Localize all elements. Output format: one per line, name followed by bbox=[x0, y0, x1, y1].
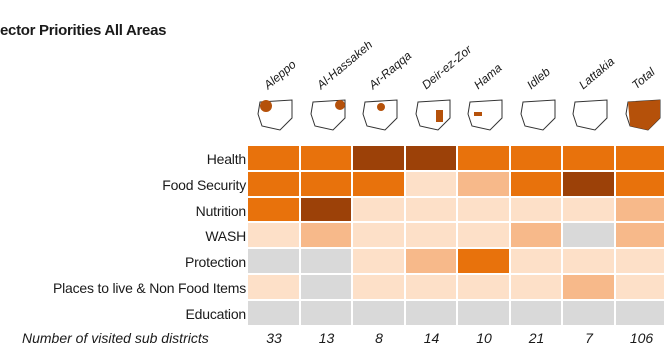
map-icon-deir-ez-zor bbox=[412, 96, 452, 132]
heatmap-cell bbox=[510, 275, 563, 301]
map-icon-ar-raqqa bbox=[359, 96, 399, 132]
heatmap-cell bbox=[615, 197, 664, 224]
heatmap-cell bbox=[510, 197, 563, 224]
heatmap-cell bbox=[300, 300, 353, 327]
row-label-protection: Protection bbox=[184, 254, 246, 271]
heatmap-cell bbox=[353, 249, 406, 275]
heatmap-cell bbox=[563, 223, 616, 250]
count-value: 106 bbox=[629, 330, 654, 346]
heatmap-cell bbox=[615, 223, 664, 250]
heatmap-cell bbox=[458, 197, 511, 224]
heatmap-cell bbox=[510, 146, 563, 172]
column-header-lattakia: Lattakia bbox=[576, 54, 618, 92]
heatmap-cell bbox=[353, 300, 406, 327]
heatmap-cell bbox=[458, 249, 511, 275]
heatmap-cell bbox=[563, 146, 616, 172]
heatmap-cell bbox=[405, 223, 458, 250]
row-label-wash: WASH bbox=[205, 228, 246, 245]
heatmap-cell bbox=[615, 171, 664, 198]
heatmap-cell bbox=[458, 223, 511, 250]
heatmap-cell bbox=[248, 300, 301, 327]
heatmap-cell bbox=[510, 171, 563, 198]
chart-title: ector Priorities All Areas bbox=[0, 22, 167, 39]
column-header-ar-raqqa: Ar-Raqqa bbox=[366, 48, 415, 92]
heatmap-cell bbox=[510, 249, 563, 275]
heatmap-cell bbox=[248, 146, 301, 172]
count-value: 21 bbox=[528, 330, 545, 346]
column-header-al-hassakeh: Al-Hassakeh bbox=[313, 37, 375, 92]
count-value: 33 bbox=[266, 330, 282, 346]
heatmap-cell bbox=[405, 249, 458, 275]
row-label-places-to-live-non-food-items: Places to live & Non Food Items bbox=[53, 280, 246, 296]
heatmap-cell bbox=[300, 249, 353, 275]
heatmap-cell bbox=[563, 197, 616, 224]
heatmap-cell bbox=[300, 146, 353, 172]
counts-label: Number of visited sub districts bbox=[22, 330, 209, 346]
column-header-deir-ez-zor: Deir-ez-Zor bbox=[418, 42, 474, 92]
heatmap-cell bbox=[458, 171, 511, 198]
map-icon-aleppo bbox=[254, 96, 294, 132]
heatmap-cell bbox=[353, 275, 406, 301]
heatmap-cell bbox=[615, 300, 664, 327]
row-label-health: Health bbox=[206, 151, 246, 167]
row-label-food-security: Food Security bbox=[162, 176, 246, 193]
heatmap-cell bbox=[300, 171, 353, 198]
map-icon-idleb bbox=[517, 96, 557, 132]
heatmap-cell bbox=[458, 300, 511, 327]
heatmap-cell bbox=[353, 146, 406, 172]
heatmap-cell bbox=[563, 275, 616, 301]
heatmap-cell bbox=[458, 275, 511, 301]
heatmap-cell bbox=[615, 275, 664, 301]
count-value: 8 bbox=[375, 330, 383, 346]
count-value: 14 bbox=[423, 330, 440, 346]
row-label-education: Education bbox=[185, 305, 247, 322]
heatmap-cell bbox=[563, 300, 616, 327]
count-value: 7 bbox=[585, 330, 593, 346]
heatmap-cell bbox=[563, 249, 616, 275]
heatmap-cell bbox=[510, 300, 563, 327]
count-value: 13 bbox=[318, 330, 335, 346]
heatmap-cell bbox=[563, 171, 616, 198]
map-icon-al-hassakeh bbox=[307, 96, 347, 132]
column-header-idleb: Idleb bbox=[523, 64, 553, 92]
heatmap-cell bbox=[405, 171, 458, 198]
heatmap-cell bbox=[615, 146, 664, 172]
column-header-total: Total bbox=[628, 64, 658, 92]
heatmap-cell bbox=[405, 146, 458, 172]
heatmap-cell bbox=[405, 197, 458, 224]
heatmap-cell bbox=[248, 249, 301, 275]
heatmap-cell bbox=[615, 249, 664, 275]
heatmap-cell bbox=[248, 197, 301, 224]
heatmap-cell bbox=[248, 171, 301, 198]
heatmap-cell bbox=[353, 223, 406, 250]
heatmap-cell bbox=[353, 171, 406, 198]
map-icon-total bbox=[622, 96, 662, 132]
heatmap-cell bbox=[353, 197, 406, 224]
map-icon-lattakia bbox=[569, 96, 609, 132]
heatmap-cell bbox=[248, 223, 301, 250]
heatmap-cell bbox=[300, 197, 353, 224]
map-icon-hama bbox=[464, 96, 504, 132]
heatmap-cell bbox=[248, 275, 301, 301]
heatmap-cell bbox=[405, 275, 458, 301]
heatmap-cell bbox=[510, 223, 563, 250]
column-header-hama: Hama bbox=[471, 60, 505, 92]
heatmap-cell bbox=[405, 300, 458, 327]
column-header-aleppo: Aleppo bbox=[261, 57, 299, 92]
row-label-nutrition: Nutrition bbox=[195, 202, 247, 219]
heatmap-cell bbox=[300, 223, 353, 250]
heatmap-cell bbox=[458, 146, 511, 172]
count-value: 10 bbox=[476, 330, 492, 346]
heatmap-cell bbox=[300, 275, 353, 301]
